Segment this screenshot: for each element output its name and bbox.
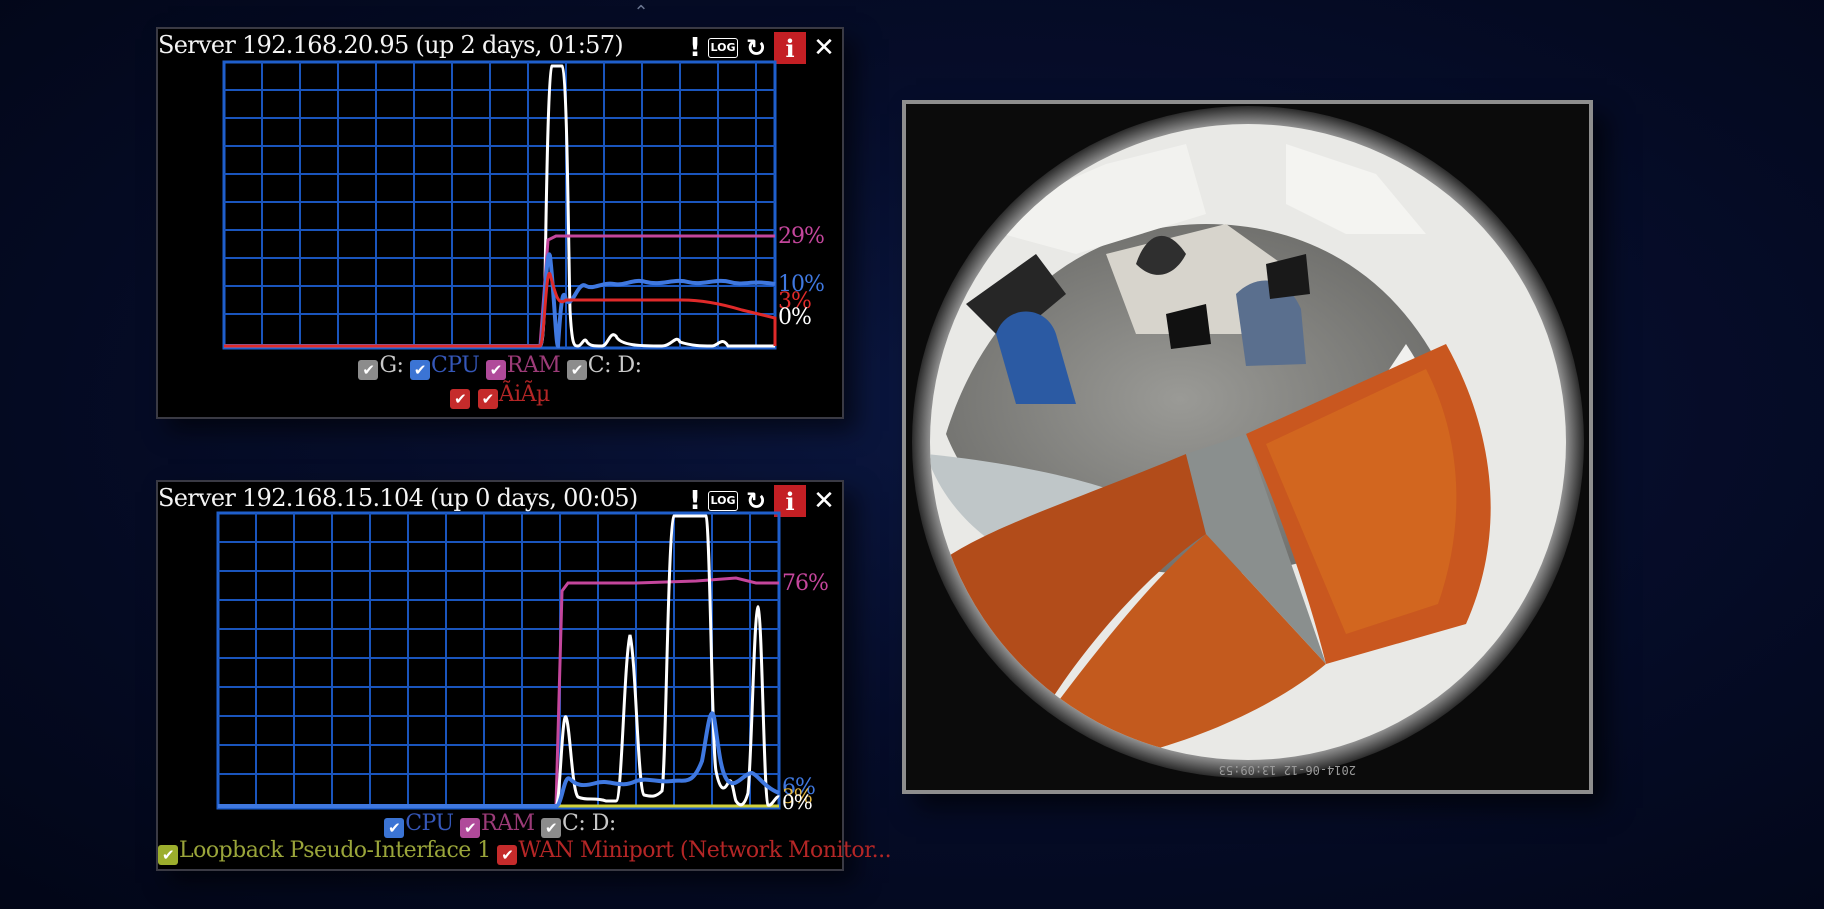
ram-series-line [218,576,779,808]
refresh-icon[interactable]: ↻ [745,34,767,62]
disk-readout: 0% [782,790,812,811]
cpu-checkbox[interactable]: ✔ [384,818,405,838]
g-checkbox[interactable]: ✔ [358,360,379,380]
wan-checkbox[interactable]: ✔ [497,845,518,865]
resource-usage-graph: 76% 6% 3% 0% [216,511,829,811]
fisheye-image: 2014-06-12 13:09:53 [906,104,1589,790]
alert-icon[interactable]: ! [689,33,701,63]
ram-readout: 29% [778,224,824,249]
drives-label: C: D: [587,353,642,378]
wan-label: WAN Miniport (Network Monitor... [518,838,892,863]
g-label: G: [379,353,404,378]
drives-label: C: D: [561,811,616,836]
panel-toolbar: ! LOG ↻ i ✕ [688,32,836,64]
cpu-readout: 6% [782,775,815,800]
graph-legend-row2: ✔ Loopback Pseudo-Interface 1 ✔ WAN Minipo… [158,838,892,865]
graph-grid [224,62,775,348]
cpu-series-line [218,711,780,808]
graph-grid [218,513,779,808]
ram-checkbox[interactable]: ✔ [485,360,506,380]
cpu-readout: 10% [778,272,824,297]
resource-usage-graph: 29% 10% 3% 0% [222,60,825,350]
close-icon[interactable]: ✕ [813,33,835,63]
drives-checkbox[interactable]: ✔ [566,360,587,380]
graph-legend: ✔ CPU ✔ RAM ✔ C: D: [158,811,842,838]
refresh-icon[interactable]: ↻ [745,487,767,515]
graph-legend: ✔ G: ✔ CPU ✔ RAM ✔ C: D: [158,353,842,380]
disk-series-line [224,272,777,348]
ram-readout: 76% [782,571,828,596]
gpu-readout: 0% [778,305,811,330]
graph-legend-row2: ✔ ✔ ÃiÃµ [158,382,842,409]
fisheye-camera-view[interactable]: 2014-06-12 13:09:53 [902,100,1593,794]
gpu-series-line [218,514,780,808]
network-checkbox-2[interactable]: ✔ [477,389,498,409]
camera-timestamp: 2014-06-12 13:09:53 [1219,763,1356,777]
cpu-checkbox[interactable]: ✔ [409,360,430,380]
drives-checkbox[interactable]: ✔ [540,818,561,838]
close-icon[interactable]: ✕ [813,486,835,516]
alert-icon[interactable]: ! [689,486,701,516]
ram-series-line [224,234,775,348]
loopback-label: Loopback Pseudo-Interface 1 [179,838,491,863]
ram-label: RAM [506,353,561,378]
info-icon[interactable]: i [774,32,806,64]
cpu-label: CPU [430,353,480,378]
gpu-readout: 3% [782,784,812,808]
ram-checkbox[interactable]: ✔ [460,818,480,838]
server-monitor-panel-1: Server 192.168.20.95 (up 2 days, 01:57) … [156,27,844,419]
panel-title: Server 192.168.15.104 (up 0 days, 00:05) [158,484,638,512]
panel-title: Server 192.168.20.95 (up 2 days, 01:57) [158,31,624,59]
network-checkbox-1[interactable]: ✔ [450,389,471,409]
log-icon[interactable]: LOG [708,38,738,58]
cpu-label: CPU [405,811,454,836]
disk-readout: 3% [778,289,811,314]
collapse-chevron-up-icon[interactable]: ⌃ [633,2,649,23]
cpu-series-line [224,252,776,349]
loopback-checkbox[interactable]: ✔ [158,845,178,865]
gpu-series-line [224,64,775,348]
log-icon[interactable]: LOG [708,491,738,511]
ram-label: RAM [481,811,535,836]
server-monitor-panel-2: Server 192.168.15.104 (up 0 days, 00:05)… [156,480,892,871]
network-label: ÃiÃµ [498,382,551,407]
